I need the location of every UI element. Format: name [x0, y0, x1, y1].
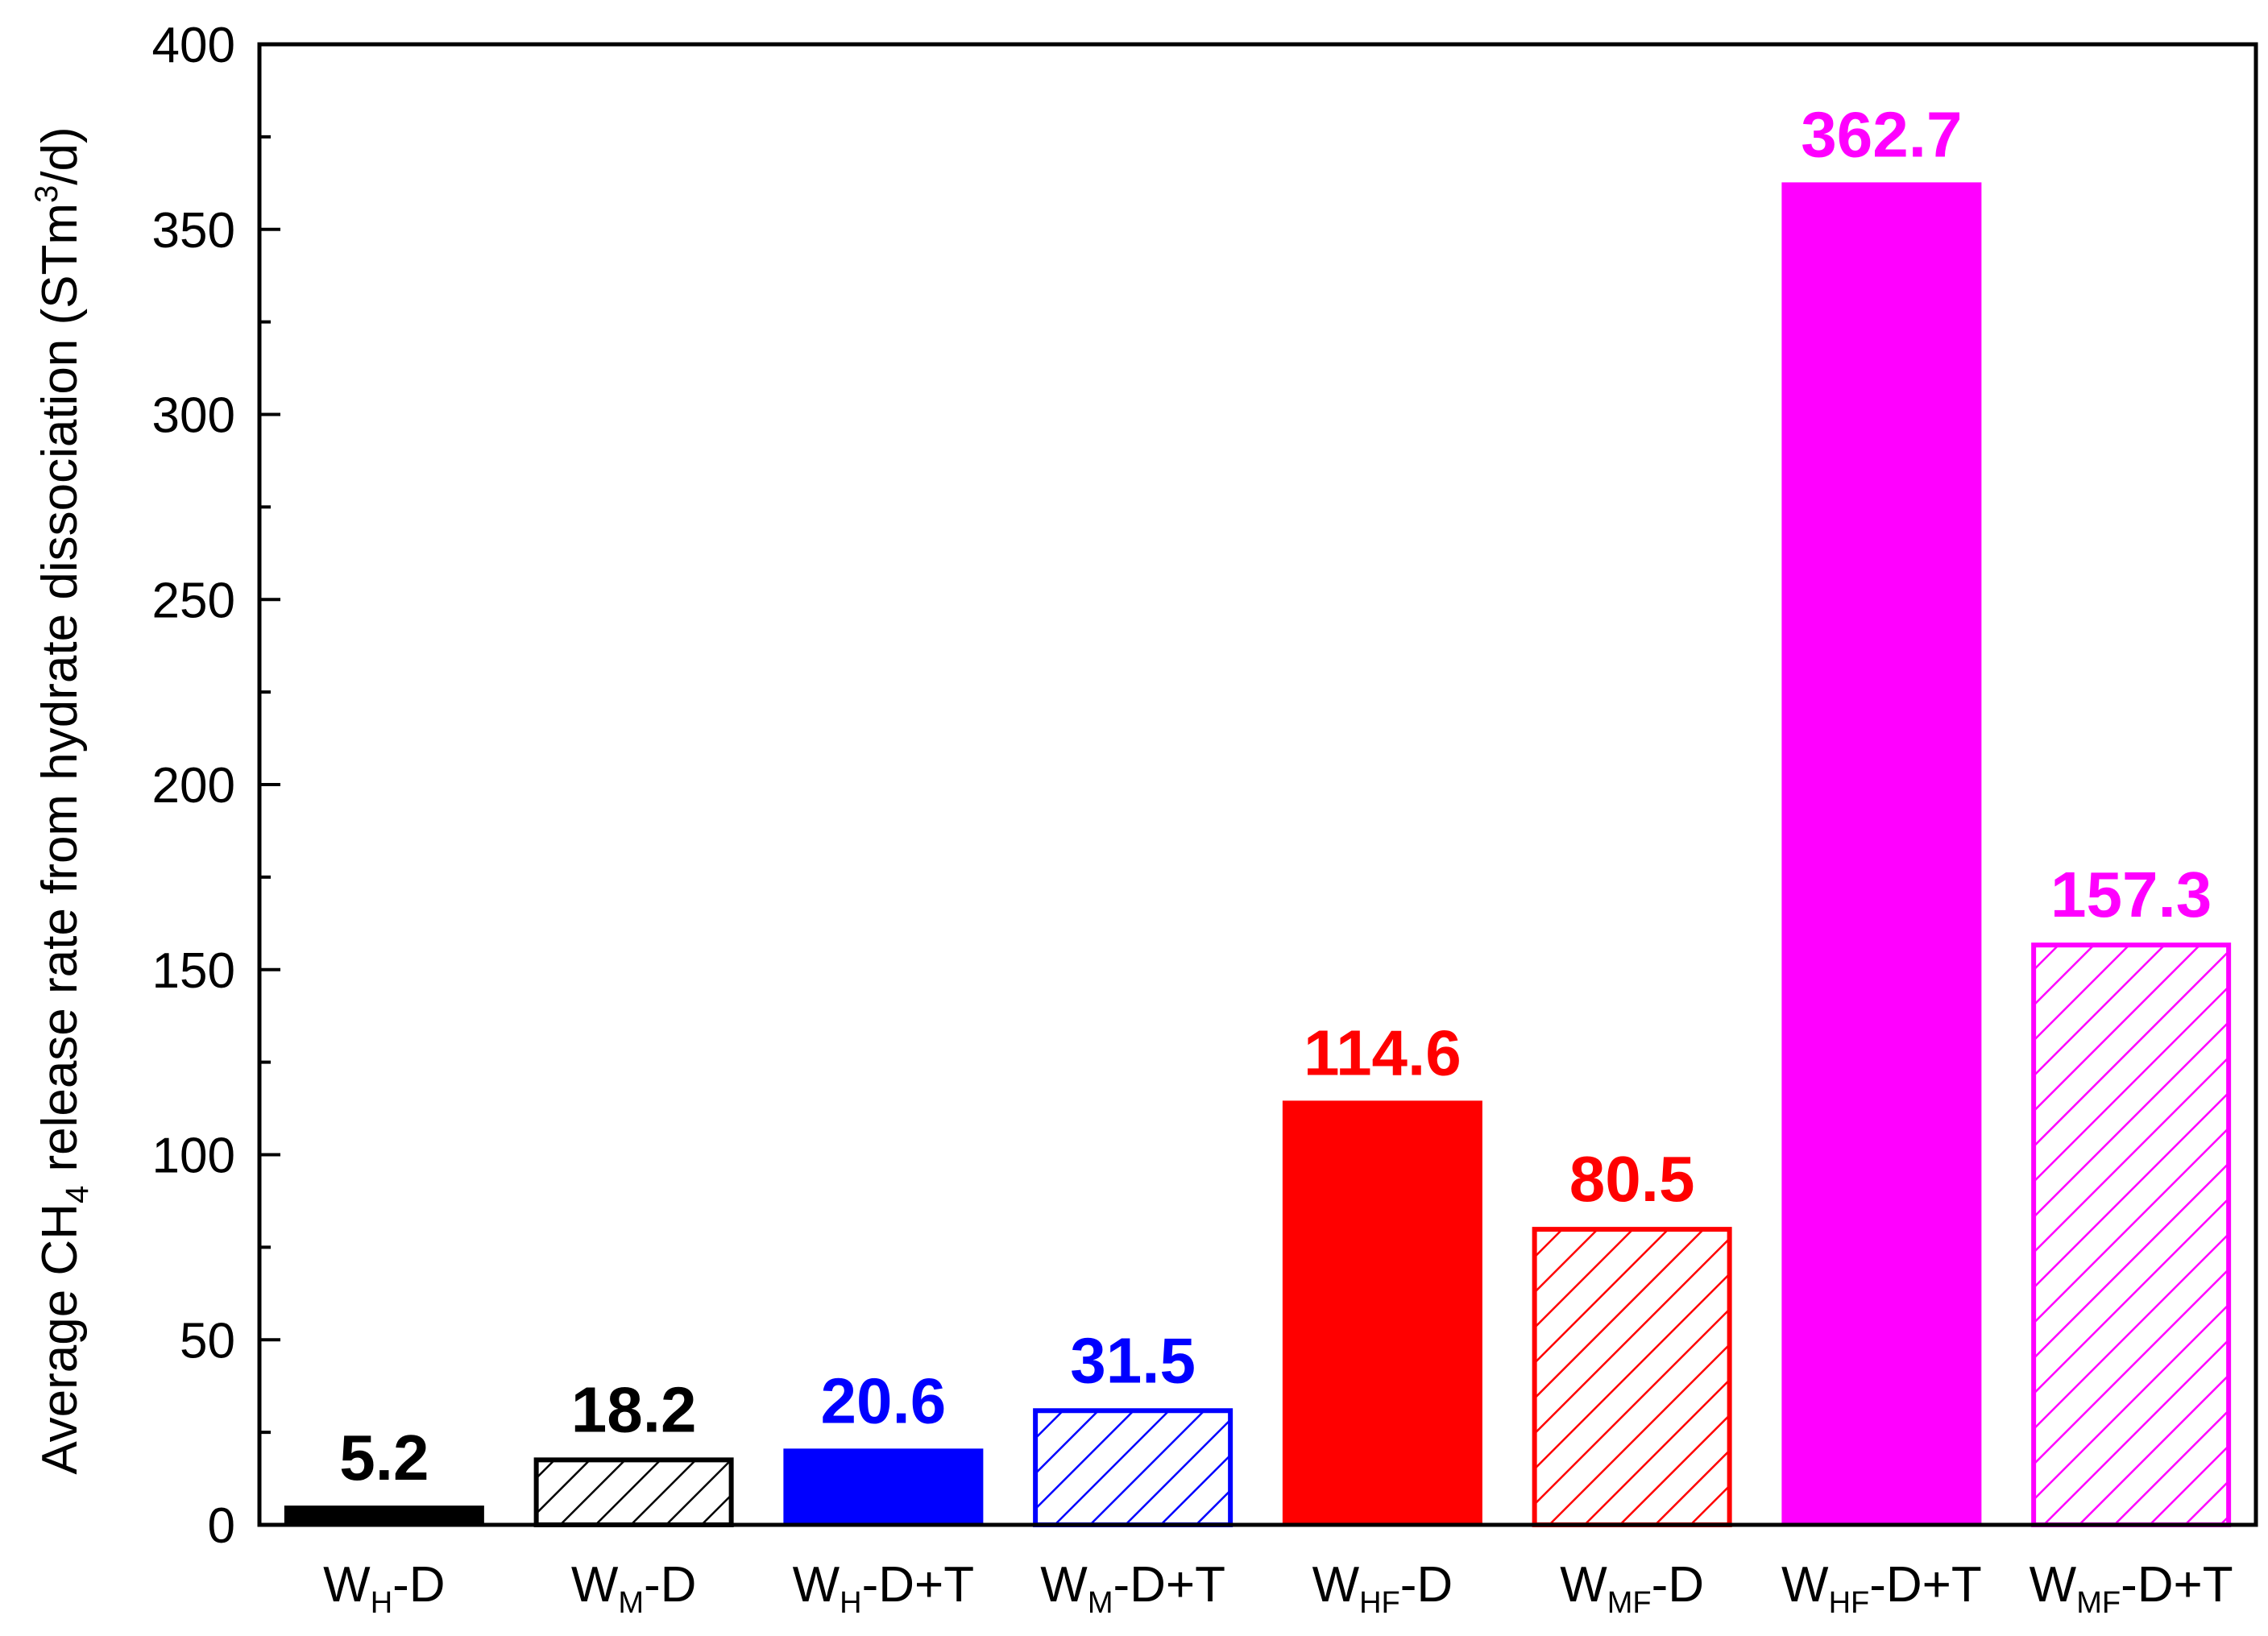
y-tick-label: 0	[208, 1498, 235, 1554]
plot-frame	[257, 42, 2258, 1527]
data-label: 20.6	[821, 1365, 947, 1436]
data-label: 5.2	[339, 1422, 429, 1493]
y-tick-label: 100	[152, 1129, 235, 1184]
x-tick-label: WHF-D+T	[1781, 1557, 1982, 1620]
bar	[2031, 942, 2232, 1528]
data-label: 80.5	[1569, 1143, 1695, 1215]
data-label: 31.5	[1070, 1324, 1196, 1396]
y-tick-label: 150	[152, 943, 235, 999]
data-label: 362.7	[1801, 98, 1962, 170]
y-tick-label: 350	[152, 203, 235, 259]
bar	[1532, 1227, 1732, 1528]
bar	[284, 1506, 484, 1526]
x-tick-label: WM-D	[571, 1557, 697, 1620]
y-axis-label: Average CH4 release rate from hydrate di…	[29, 126, 95, 1474]
bar	[1781, 182, 1982, 1526]
x-tick-label: WMF-D	[1560, 1557, 1704, 1620]
y-tick-label: 50	[180, 1313, 235, 1369]
x-tick-label: WH-D	[323, 1557, 445, 1620]
bar	[1033, 1408, 1234, 1527]
y-tick-label: 200	[152, 758, 235, 814]
data-label: 18.2	[571, 1373, 697, 1445]
y-tick-label: 250	[152, 573, 235, 628]
data-label: 157.3	[2050, 859, 2212, 930]
y-tick-label: 300	[152, 388, 235, 444]
x-tick-label: WM-D+T	[1040, 1557, 1225, 1620]
x-tick-label: WH-D+T	[793, 1557, 974, 1620]
y-tick-label: 400	[152, 18, 235, 73]
bar	[533, 1457, 734, 1527]
x-tick-label: WHF-D	[1312, 1557, 1453, 1620]
bar	[1282, 1100, 1482, 1526]
data-label: 114.6	[1304, 1017, 1462, 1088]
bar	[783, 1448, 984, 1527]
x-tick-label: WMF-D+T	[2030, 1557, 2233, 1620]
